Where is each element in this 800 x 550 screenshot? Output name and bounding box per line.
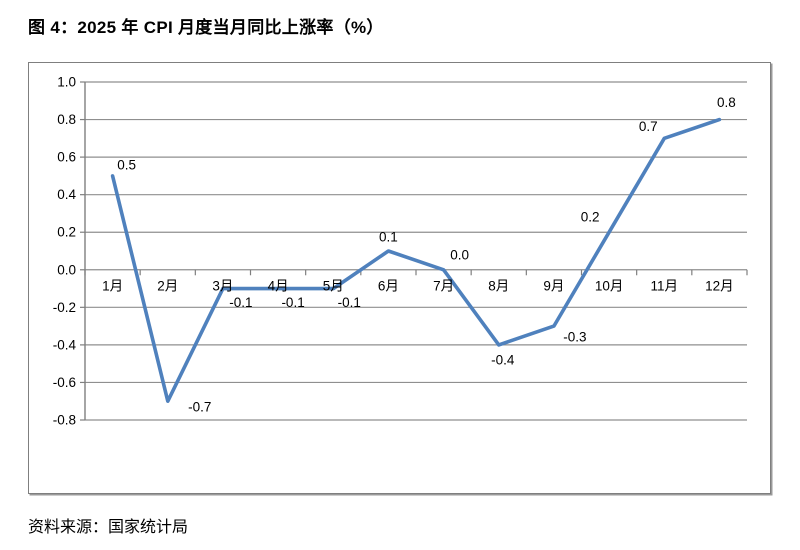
data-point-label: 0.0 xyxy=(450,247,469,262)
data-point-label: -0.1 xyxy=(281,295,304,310)
y-tick-label: 1.0 xyxy=(57,75,76,90)
data-point-label: 0.1 xyxy=(379,230,398,245)
data-point-label: 0.7 xyxy=(639,119,658,134)
x-category-label: 2月 xyxy=(157,278,178,293)
chart-title: 图 4：2025 年 CPI 月度当月同比上涨率（%） xyxy=(28,18,384,37)
data-point-label: -0.1 xyxy=(229,295,252,310)
y-tick-label: 0.6 xyxy=(57,150,76,165)
series-line xyxy=(110,117,722,404)
y-tick-label: 0.8 xyxy=(57,112,76,127)
data-point-label: -0.3 xyxy=(563,330,586,345)
x-category-label: 7月 xyxy=(433,278,454,293)
data-point-label: -0.4 xyxy=(491,352,515,367)
x-category-label: 3月 xyxy=(212,278,233,293)
data-point-label: 0.5 xyxy=(117,157,136,172)
y-axis-labels: 1.0 0.8 0.6 0.4 0.2 0.0 -0.2 -0.4 -0.6 -0.8 xyxy=(53,75,77,428)
y-tick-label: -0.6 xyxy=(53,375,76,390)
data-point-label: 0.8 xyxy=(717,95,736,110)
y-tick-label: 0.0 xyxy=(57,262,76,277)
y-tick-label: 0.2 xyxy=(57,225,76,240)
y-tick-label: 0.4 xyxy=(57,187,76,202)
x-category-label: 4月 xyxy=(268,278,289,293)
y-tick-label: -0.2 xyxy=(53,300,76,315)
x-category-label: 8月 xyxy=(488,278,509,293)
x-category-label: 11月 xyxy=(650,278,678,293)
data-point-label: -0.7 xyxy=(188,400,211,415)
x-category-label: 6月 xyxy=(378,278,399,293)
y-axis xyxy=(80,81,86,421)
source-note: 资料来源：国家统计局 xyxy=(28,519,189,536)
y-tick-label: -0.8 xyxy=(53,413,76,428)
data-point-label: -0.1 xyxy=(338,295,361,310)
x-category-label: 9月 xyxy=(543,278,564,293)
x-category-label: 10月 xyxy=(595,278,624,293)
x-category-label: 5月 xyxy=(323,278,344,293)
x-category-label: 12月 xyxy=(705,278,734,293)
data-point-label: 0.2 xyxy=(581,210,600,225)
x-category-label: 1月 xyxy=(102,278,123,293)
cpi-line-chart: 1.0 0.8 0.6 0.4 0.2 0.0 -0.2 -0.4 -0.6 -0.8 1月 2月 3月… xyxy=(53,75,748,428)
y-tick-label: -0.4 xyxy=(53,337,77,352)
x-axis-labels: 1月 2月 3月 4月 5月 6月 7月 8月 9月 10月 11月 12月 xyxy=(102,278,734,293)
chart-frame: 1.0 0.8 0.6 0.4 0.2 0.0 -0.2 -0.4 -0.6 -0.8 1月 2月 3月… xyxy=(28,62,771,494)
x-axis-ticks xyxy=(84,269,748,276)
data-labels: 0.5 -0.7 -0.1 -0.1 -0.1 0.1 0.0 -0.4 -0.3 0.2 0.7 0… xyxy=(117,95,736,415)
